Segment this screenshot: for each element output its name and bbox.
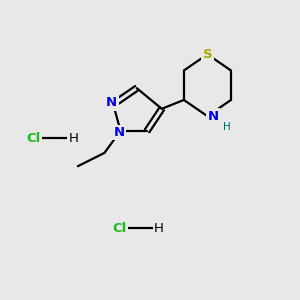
Text: H: H	[68, 132, 78, 145]
Text: N: N	[208, 110, 219, 123]
Text: N: N	[113, 126, 124, 139]
Text: Cl: Cl	[112, 221, 126, 235]
Text: N: N	[106, 96, 117, 110]
Text: H: H	[223, 122, 230, 132]
Text: S: S	[202, 48, 212, 61]
Text: Cl: Cl	[27, 132, 41, 145]
Text: H: H	[154, 221, 164, 235]
